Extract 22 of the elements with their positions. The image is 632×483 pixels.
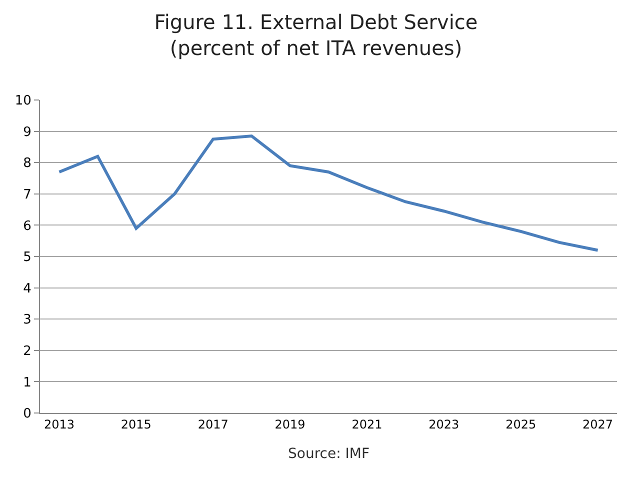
y-tick-label: 4 xyxy=(23,281,32,296)
x-tick-label: 2019 xyxy=(274,417,306,432)
y-tick-label: 3 xyxy=(23,312,32,328)
x-tick-label: 2025 xyxy=(506,417,536,432)
x-tick-label: 2027 xyxy=(582,417,614,432)
x-tick-label: 2015 xyxy=(120,417,152,432)
x-tick-label: 2023 xyxy=(428,417,460,432)
x-tick-label: 2017 xyxy=(198,417,228,432)
y-tick-label: 7 xyxy=(23,187,32,202)
x-tick-label: 2021 xyxy=(352,417,382,432)
y-tick-label: 8 xyxy=(23,156,32,172)
source-note: Source: IMF xyxy=(288,446,370,462)
y-tick-label: 2 xyxy=(23,344,32,359)
y-tick-label: 6 xyxy=(23,218,32,234)
y-tick-label: 1 xyxy=(23,375,32,390)
y-tick-label: 5 xyxy=(23,250,32,266)
y-tick-label: 10 xyxy=(14,94,32,109)
y-tick-label: 9 xyxy=(23,124,32,140)
x-tick-label: 2013 xyxy=(44,417,75,432)
chart-title: Figure 11. External Debt Service (percent of net ITA revenues) xyxy=(154,10,478,60)
y-tick-label: 0 xyxy=(23,406,32,422)
line-series xyxy=(58,134,600,252)
